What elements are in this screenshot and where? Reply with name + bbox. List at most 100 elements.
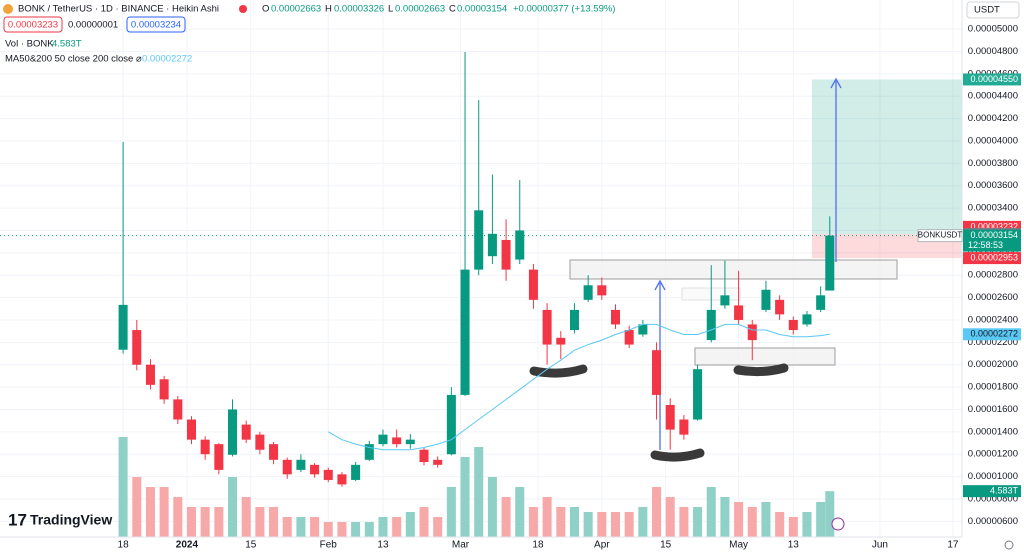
y-tick-label: 0.00002600 (968, 292, 1018, 303)
candle-body (282, 459, 292, 475)
countdown: 12:58:53 (968, 240, 1003, 250)
settings-icon[interactable] (1004, 540, 1014, 550)
volume-bar (528, 507, 538, 537)
x-tick-label: 15 (660, 540, 672, 551)
bid[interactable]: 0.00003233 (8, 20, 58, 31)
candle-body (132, 330, 142, 365)
currency[interactable]: USDT (974, 5, 1000, 16)
candle-body (228, 409, 238, 455)
candle-body (556, 337, 566, 345)
ma-value: 0.00002272 (142, 54, 192, 65)
volume-bar (460, 457, 470, 537)
y-tick-label: 0.00000800 (968, 493, 1018, 504)
candle-body (269, 444, 279, 460)
ohlc-value: 0.00002663 (271, 4, 321, 15)
x-tick-label: 15 (245, 540, 257, 551)
volume-bar (556, 507, 566, 537)
candle-body (474, 210, 484, 270)
volume-bar (693, 507, 703, 537)
symbol-badge (917, 229, 963, 243)
volume-bar (446, 487, 456, 537)
candle-body (323, 469, 333, 480)
logo-mark: 17 (8, 510, 27, 529)
volume-bar (241, 497, 251, 537)
candle-body (706, 309, 716, 341)
range-box (694, 347, 836, 366)
y-tick-label: 0.00002400 (968, 314, 1018, 325)
candle-body (761, 289, 771, 310)
volume-bar (405, 512, 415, 537)
y-tick-label: 0.00002200 (968, 337, 1018, 348)
candle-body (569, 309, 579, 331)
volume-bar (433, 517, 443, 537)
price-badge (963, 252, 1021, 265)
ohlc-label: L (388, 4, 393, 15)
candle-body (624, 330, 634, 345)
series (0, 52, 962, 537)
y-tick-label: 0.00001400 (968, 426, 1018, 437)
x-tick-label: Mar (452, 540, 470, 551)
y-tick-label: 0.00001600 (968, 404, 1018, 415)
y-tick-label: 0.00003600 (968, 180, 1018, 191)
bid-box[interactable] (3, 16, 63, 33)
header: BONK / TetherUS · 1D · BINANCE · Heikin … (3, 1, 1020, 550)
y-tick-label: 0.00005000 (968, 24, 1018, 35)
volume-bar (542, 497, 552, 537)
volume-bar (501, 497, 511, 537)
volume-bar (474, 447, 484, 537)
x-tick-label: 2024 (176, 540, 199, 551)
price-badge-label: 0.00003154 (970, 230, 1018, 240)
volume-label: Vol · BONK (5, 39, 54, 50)
volume-bar (392, 517, 402, 537)
volume-badge (963, 485, 1021, 498)
volume-bar (487, 477, 497, 537)
drawings (529, 77, 898, 462)
candle-body (734, 305, 744, 320)
candle-body (460, 269, 470, 395)
candle-body (665, 404, 675, 430)
volume-bar (282, 517, 292, 537)
currency-select[interactable] (966, 1, 1020, 19)
x-tick-label: 18 (118, 540, 130, 551)
candle-body (241, 424, 251, 440)
candle-body (433, 459, 443, 465)
y-tick-label: 0.00002000 (968, 359, 1018, 370)
volume-bar (610, 512, 621, 537)
candle-body (501, 239, 511, 270)
y-tick-label: 0.00000600 (968, 516, 1018, 527)
ask-box[interactable] (126, 16, 186, 33)
volume-bar (624, 512, 634, 537)
price-axis (962, 0, 1024, 553)
volume-bar (118, 437, 128, 537)
candle-body (159, 379, 169, 400)
volume-bar (159, 487, 169, 537)
candle-body (610, 309, 621, 325)
volume-bar (747, 507, 757, 537)
candle-body (652, 350, 662, 395)
scribble (529, 364, 588, 378)
ohlc-label: H (325, 4, 332, 15)
price-badge-label: 0.00004550 (970, 74, 1018, 84)
ma-badge-label: 0.00002272 (970, 329, 1018, 339)
volume-bar (706, 487, 716, 537)
events-icon[interactable] (831, 517, 845, 531)
candle-body (419, 449, 429, 463)
x-tick-label: 17 (947, 540, 959, 551)
change: +0.00000377 (+13.59%) (513, 4, 615, 15)
volume-bar (816, 502, 826, 537)
volume-bar (679, 507, 689, 537)
ask[interactable]: 0.00003234 (131, 20, 181, 31)
arrow-head (654, 279, 666, 291)
volume-bar (145, 487, 155, 537)
volume-value: 4.583T (52, 39, 82, 50)
arrow-head (830, 77, 842, 89)
candle-body (255, 434, 265, 450)
symbol: BONK / TetherUS · 1D · BINANCE · Heikin … (18, 4, 219, 15)
volume-bar (638, 507, 648, 537)
candle-body (364, 444, 374, 460)
y-tick-label: 0.00004000 (968, 135, 1018, 146)
x-tick-label: 13 (377, 540, 389, 551)
volume-badge-label: 4.583T (990, 486, 1019, 496)
candle-body (446, 394, 456, 455)
